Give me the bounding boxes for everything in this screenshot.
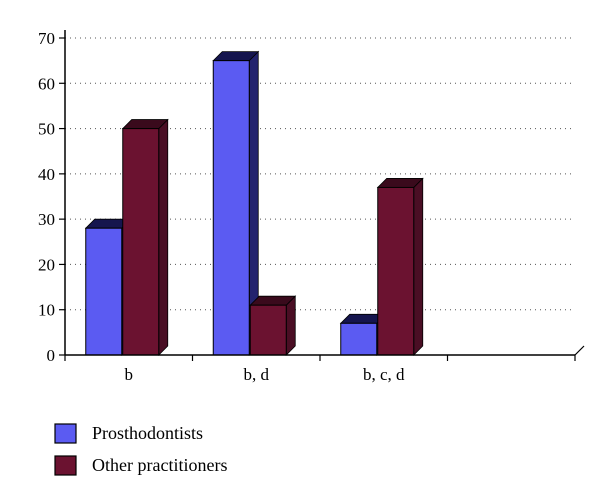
y-tick-label: 50 xyxy=(38,120,55,139)
y-tick-label: 40 xyxy=(38,165,55,184)
bar-front-face xyxy=(249,304,287,356)
x-category-label: b xyxy=(125,365,134,384)
bar-front-face xyxy=(212,60,250,356)
legend-swatch xyxy=(54,455,77,476)
bar-front-face xyxy=(377,186,415,356)
y-tick-label: 10 xyxy=(38,301,55,320)
legend-label: Other practitioners xyxy=(92,455,227,475)
bar-group xyxy=(212,50,260,356)
bar-group xyxy=(249,295,297,356)
axis-depth-line xyxy=(574,345,585,356)
bar-front-face xyxy=(340,322,378,356)
y-tick-label: 20 xyxy=(38,255,55,274)
y-tick-label: 30 xyxy=(38,210,55,229)
y-tick-label: 0 xyxy=(47,346,56,365)
bar-side-face xyxy=(413,177,424,356)
bar-side-face xyxy=(158,118,169,356)
bar-front-face xyxy=(85,227,123,356)
legend-label: Prosthodontists xyxy=(92,423,203,443)
x-category-label: b, d xyxy=(244,365,270,384)
bar-front-face xyxy=(122,128,160,356)
y-tick-label: 60 xyxy=(38,74,55,93)
bar-side-face xyxy=(285,295,296,356)
legend-swatch xyxy=(54,423,77,444)
bar-group xyxy=(121,118,169,356)
y-tick-label: 70 xyxy=(38,29,55,48)
bar-group xyxy=(376,177,424,356)
x-category-label: b, c, d xyxy=(363,365,405,384)
